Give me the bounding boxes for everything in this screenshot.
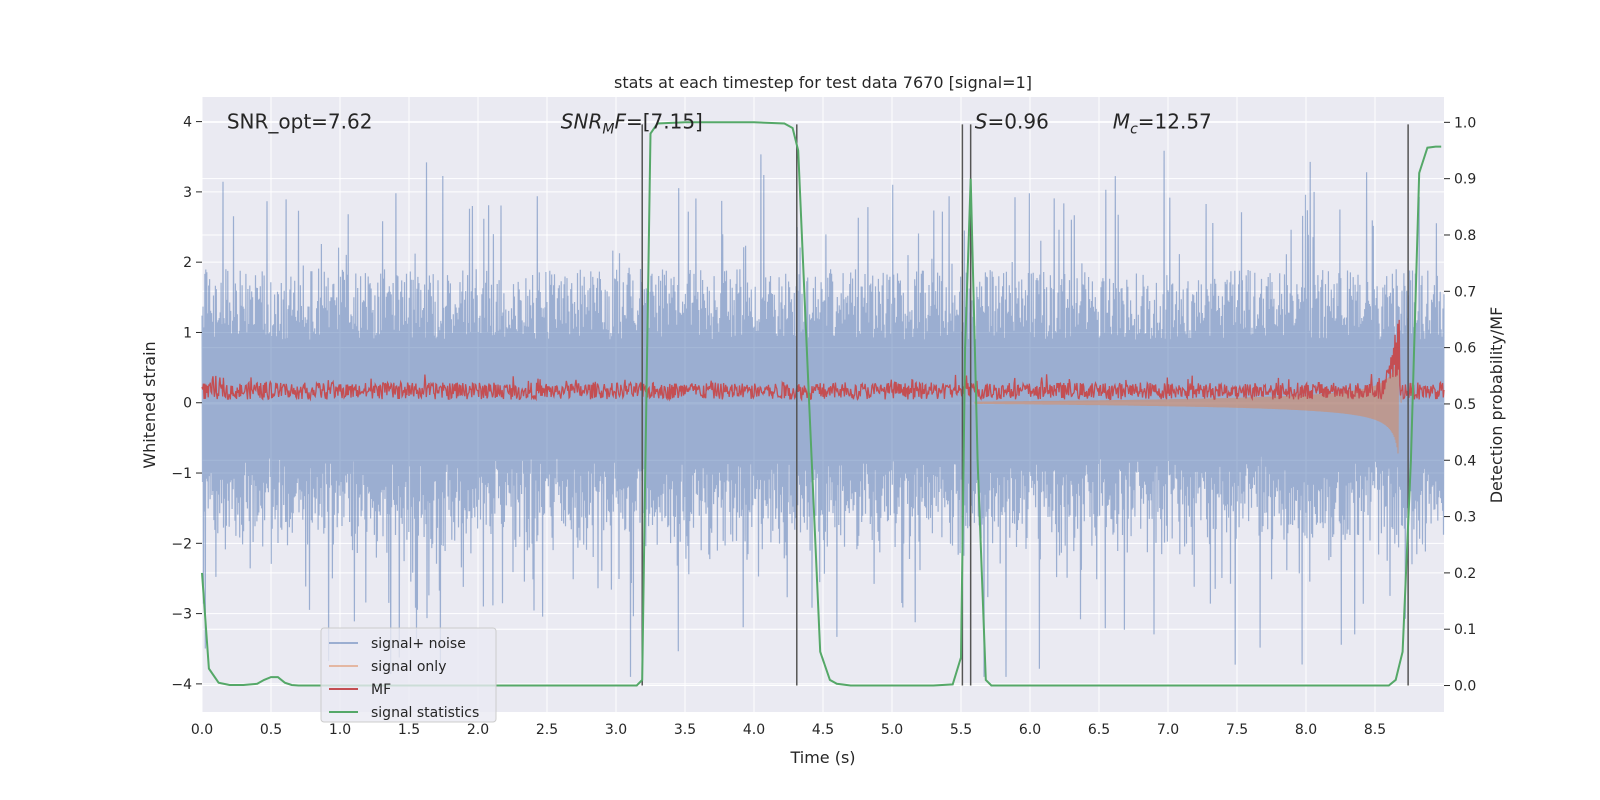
y-right-tick-label: 0.6 [1454, 341, 1476, 357]
x-axis-ticks: 0.0 0.5 1.0 1.5 2.0 2.5 3.0 3.5 4.0 4.5 5.0 5.5 6.0 6… [191, 722, 1386, 738]
x-axis-label: Time (s) [789, 748, 855, 767]
y-right-tick-label: 0.4 [1454, 453, 1476, 469]
x-tick-label: 3.0 [605, 722, 627, 738]
y-left-tick-label: 4 [183, 115, 192, 131]
x-tick-label: 4.0 [743, 722, 765, 738]
y-left-axis-ticks: −4 −3 −2 −1 0 1 2 3 4 [171, 115, 202, 693]
mc-annotation: Mc=12.57 [1113, 110, 1212, 138]
x-tick-label: 0.5 [260, 722, 282, 738]
x-tick-label: 2.5 [536, 722, 558, 738]
s-annotation: S=0.96 [975, 110, 1049, 134]
y-left-tick-label: −1 [171, 466, 192, 482]
y-left-tick-label: −2 [171, 536, 192, 552]
y-right-tick-label: 0.5 [1454, 397, 1476, 413]
y-right-tick-label: 0.0 [1454, 679, 1476, 695]
signal-statistics-series [201, 121, 1442, 687]
x-tick-label: 4.5 [812, 722, 834, 738]
y-right-axis-ticks: 0.0 0.1 0.2 0.3 0.4 0.5 0.6 0.7 0.8 0.9 1.0 [1444, 115, 1476, 695]
signal-only-line [974, 347, 1402, 454]
y-left-tick-label: 2 [183, 255, 192, 271]
signal-only-series [974, 347, 1402, 454]
y-right-axis-label: Detection probability/MF [1487, 307, 1506, 504]
chart-title: stats at each timestep for test data 767… [614, 73, 1032, 92]
x-tick-label: 1.5 [398, 722, 420, 738]
y-right-tick-label: 0.2 [1454, 566, 1476, 582]
y-right-tick-label: 0.1 [1454, 622, 1476, 638]
x-tick-label: 7.5 [1226, 722, 1248, 738]
annotations: SNR_opt=7.62 SNRMF=[7.15] S=0.96 Mc=12.57 [227, 110, 1212, 138]
y-right-tick-label: 0.9 [1454, 172, 1476, 188]
legend-label: signal+ noise [371, 636, 466, 652]
x-tick-label: 1.0 [329, 722, 351, 738]
snr-mf-annotation: SNRMF=[7.15] [561, 110, 703, 138]
signal-statistics-line [201, 121, 1442, 687]
legend-label: signal only [371, 659, 446, 675]
y-left-axis-label: Whitened strain [140, 341, 159, 468]
x-tick-label: 8.0 [1295, 722, 1317, 738]
y-left-tick-label: −4 [171, 677, 192, 693]
x-tick-label: 3.5 [674, 722, 696, 738]
x-tick-label: 5.0 [881, 722, 903, 738]
y-left-tick-label: 1 [183, 325, 192, 341]
legend-box [320, 627, 497, 723]
x-tick-label: 6.5 [1088, 722, 1110, 738]
y-left-tick-label: −3 [171, 607, 192, 623]
legend-label: MF [371, 682, 391, 698]
y-right-tick-label: 0.7 [1454, 284, 1476, 300]
x-tick-label: 5.5 [950, 722, 972, 738]
mf-line [201, 319, 1445, 402]
x-tick-label: 6.0 [1019, 722, 1041, 738]
y-right-tick-label: 0.8 [1454, 228, 1476, 244]
y-left-tick-label: 3 [183, 185, 192, 201]
legend: signal+ noise signal only MF signal statist… [320, 627, 497, 723]
signal-noise-line [201, 150, 1445, 677]
y-right-tick-label: 1.0 [1454, 115, 1476, 131]
y-left-tick-label: 0 [183, 396, 192, 412]
legend-label: signal statistics [371, 705, 479, 721]
y-right-tick-label: 0.3 [1454, 510, 1476, 526]
x-tick-label: 7.0 [1157, 722, 1179, 738]
x-tick-label: 8.5 [1364, 722, 1386, 738]
x-tick-label: 2.0 [467, 722, 489, 738]
snr-opt-annotation: SNR_opt=7.62 [227, 110, 373, 134]
signal-noise-series [201, 150, 1445, 677]
mf-series [201, 319, 1445, 402]
x-tick-label: 0.0 [191, 722, 213, 738]
